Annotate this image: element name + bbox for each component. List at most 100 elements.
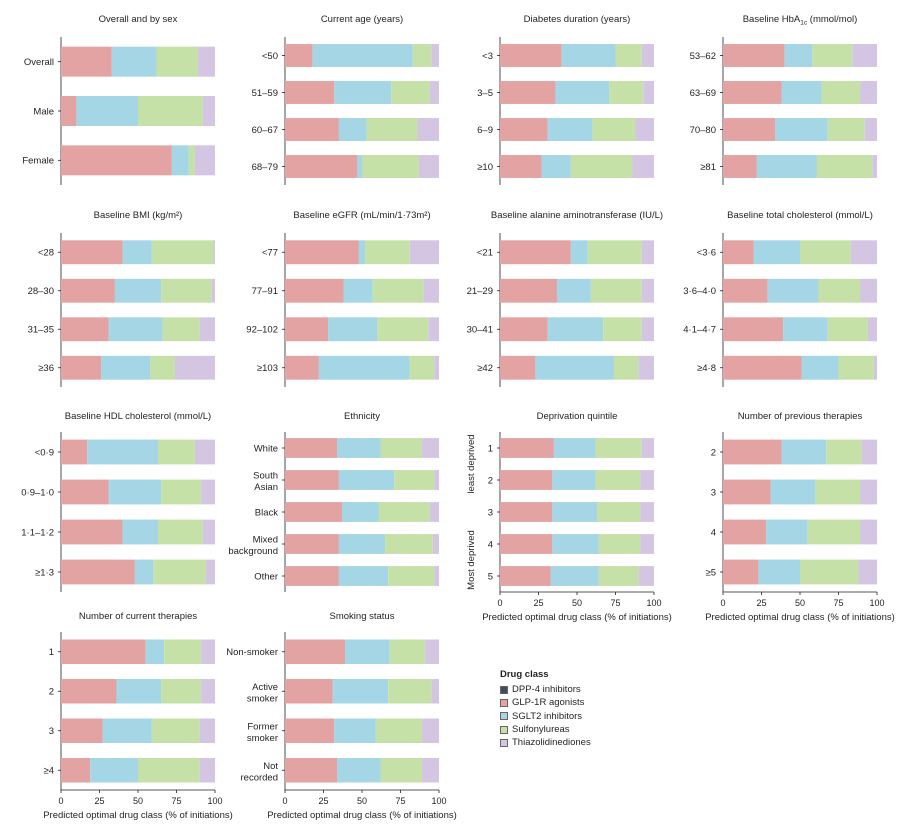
panel-ethnicity: Ethnicity White South Asian Black Mixed backgr…: [228, 411, 439, 592]
bar-segment-glp-1r-agonists-31-35: [61, 317, 109, 342]
bar-segment-thiazolidinediones-4: [860, 519, 877, 545]
bar-segment-sglt2-inhibitors-white: [337, 438, 381, 458]
category-label-line: recorded: [241, 772, 279, 783]
bar-segment-sulfonylureas-92-102: [377, 317, 429, 342]
bar-segment-glp-1r-agonists-2: [500, 470, 553, 490]
bar-segment-sglt2-inhibitors-60-67: [338, 118, 367, 141]
bar-segment-glp-1r-agonists-female: [61, 145, 172, 176]
bar-segment-sulfonylureas-5: [800, 559, 859, 585]
bar-segment-glp-1r-agonists-male: [61, 96, 77, 126]
bar-segment-sulfonylureas-10: [570, 155, 633, 178]
bar-segment-thiazolidinediones-50: [431, 44, 439, 67]
bar-segment-sulfonylureas-3: [615, 44, 642, 67]
bar-segment-glp-1r-agonists-1: [500, 438, 554, 458]
bar-segment-thiazolidinediones-3: [640, 502, 654, 522]
bar-segment-sulfonylureas-4-1-4-7: [827, 317, 868, 342]
bar-segment-glp-1r-agonists-103: [285, 355, 319, 380]
bar-segment-thiazolidinediones-70-80: [864, 118, 877, 141]
bar-segment-sglt2-inhibitors-4: [552, 534, 599, 554]
bar-segment-thiazolidinediones-28-30: [211, 278, 215, 303]
bar-segment-thiazolidinediones-68-79: [418, 155, 439, 178]
bar-segment-thiazolidinediones-21-29: [641, 278, 654, 303]
legend-item-sglt2: SGLT2 inhibitors: [500, 710, 591, 723]
category-label-other: Other: [254, 571, 278, 582]
bar-segment-sglt2-inhibitors-south-asian: [338, 470, 395, 490]
bar-segment-sulfonylureas-black: [378, 502, 430, 522]
bar-segment-glp-1r-agonists-4: [723, 519, 767, 545]
bar-segment-sulfonylureas-3-6: [800, 240, 851, 265]
category-label-3-6-4-0: 3·6–4·0: [683, 286, 716, 297]
bar-segment-thiazolidinediones-1: [641, 438, 654, 458]
bar-segment-sglt2-inhibitors-31-35: [108, 317, 163, 342]
bar-segment-thiazolidinediones-42: [638, 355, 654, 380]
panel-overall-and-by-sex: Overall and by sex Overall Male Female: [22, 14, 215, 185]
bar-segment-sulfonylureas-31-35: [162, 317, 200, 342]
category-label-21-29: 21–29: [467, 286, 493, 297]
bar-segment-sglt2-inhibitors-active-smoker: [332, 679, 389, 704]
bar-segment-glp-1r-agonists-30-41: [500, 317, 548, 342]
bar-segment-thiazolidinediones-63-69: [860, 81, 877, 104]
bar-segment-thiazolidinediones-30-41: [641, 317, 654, 342]
category-label-line: Active: [252, 682, 278, 693]
bar-segment-sulfonylureas-0-9: [158, 439, 195, 465]
bar-segment-sglt2-inhibitors-81: [756, 155, 817, 178]
bar-segment-sulfonylureas-mixed-background: [385, 534, 433, 554]
bar-segment-sglt2-inhibitors-other: [338, 566, 389, 586]
legend: Drug class DPP-4 inhibitors GLP-1R agoni…: [500, 669, 591, 749]
bar-segment-thiazolidinediones-4: [199, 758, 215, 783]
bar-segment-sulfonylureas-white: [380, 438, 423, 458]
bar-segment-thiazolidinediones-77-91: [423, 278, 439, 303]
bar-segment-thiazolidinediones-28: [213, 240, 215, 265]
bar-segment-glp-1r-agonists-3: [500, 44, 562, 67]
x-tick-label-100: 100: [207, 796, 222, 806]
bar-segment-sglt2-inhibitors-51-59: [334, 81, 392, 104]
bar-segment-sglt2-inhibitors-63-69: [781, 81, 822, 104]
category-label-former-smoker: Former smoker: [247, 721, 278, 744]
panel-baseline-hdl-cholesterol-mmol-l: Baseline HDL cholesterol (mmol/L) <0·9 0·9…: [21, 411, 215, 592]
bar-segment-glp-1r-agonists-28-30: [61, 278, 115, 303]
bar-segment-sglt2-inhibitors-4: [90, 758, 138, 783]
category-label-0-9: <0·9: [35, 447, 54, 458]
bar-segment-sglt2-inhibitors-30-41: [547, 317, 604, 342]
bar-segment-sulfonylureas-1: [595, 438, 642, 458]
bar-segment-sulfonylureas-81: [816, 155, 873, 178]
category-label-77-91: 77–91: [252, 286, 278, 297]
bar-segment-glp-1r-agonists-3-5: [500, 81, 556, 104]
bar-segment-glp-1r-agonists-other: [285, 566, 339, 586]
category-label-not-recorded: Not recorded: [241, 761, 279, 784]
category-label-21: <21: [477, 248, 493, 259]
bar-segment-glp-1r-agonists-active-smoker: [285, 679, 333, 704]
panel-deprivation-quintile: Deprivation quintile 1 2 3 4 5 least deprived M…: [466, 411, 672, 623]
bar-segment-thiazolidinediones-60-67: [417, 118, 439, 141]
category-label-4: 4: [711, 527, 716, 538]
bar-segment-glp-1r-agonists-former-smoker: [285, 718, 335, 743]
bar-segment-glp-1r-agonists-92-102: [285, 317, 329, 342]
bar-segment-sglt2-inhibitors-42: [535, 355, 614, 380]
bar-segment-sulfonylureas-3: [815, 479, 861, 505]
bar-segment-thiazolidinediones-white: [422, 438, 439, 458]
legend-title: Drug class: [500, 669, 549, 680]
category-label-4: ≥4: [44, 766, 55, 777]
bar-segment-sulfonylureas-not-recorded: [380, 758, 423, 783]
bar-segment-thiazolidinediones-77: [409, 240, 439, 265]
bar-segment-sulfonylureas-former-smoker: [375, 718, 423, 743]
category-label-2: 2: [488, 475, 493, 486]
bar-segment-sglt2-inhibitors-4-8: [801, 355, 839, 380]
category-label-south-asian: South Asian: [253, 471, 278, 494]
category-label-active-smoker: Active smoker: [247, 682, 278, 705]
legend-item-thiazolidinediones: Thiazolidinediones: [500, 736, 591, 749]
bar-segment-sulfonylureas-77-91: [372, 278, 424, 303]
panel-baseline-egfr-ml-min-1-73m: Baseline eGFR (mL/min/1·73m²) <77 77–91 92–…: [246, 210, 439, 387]
bar-segment-sglt2-inhibitors-77: [358, 240, 366, 265]
panel-current-age-years: Current age (years) <50 51–59 60–67 68–79: [252, 14, 439, 185]
bar-segment-sulfonylureas-60-67: [366, 118, 418, 141]
bar-segment-glp-1r-agonists-4-8: [723, 355, 802, 380]
category-label-female: Female: [22, 156, 54, 167]
bar-segment-glp-1r-agonists-28: [61, 240, 123, 265]
bar-segment-thiazolidinediones-10: [632, 155, 654, 178]
panel-title: Overall and by sex: [99, 14, 178, 25]
bar-segment-thiazolidinediones-6-9: [635, 118, 654, 141]
x-tick-label-75: 75: [610, 598, 620, 608]
bar-segment-glp-1r-agonists-3-6: [723, 240, 754, 265]
bar-segment-sglt2-inhibitors-1: [553, 438, 596, 458]
